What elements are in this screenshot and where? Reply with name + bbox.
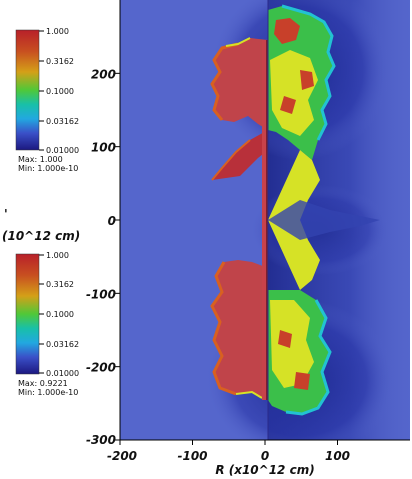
right-lower-yellow: [270, 300, 314, 388]
y-tick-label: -300: [86, 433, 116, 447]
left-upper-lobe-edge: [210, 42, 239, 121]
colorbar-lower: 1.000 0.3162 0.1000 0.03162 0.01000 Max:…: [15, 251, 79, 397]
left-upper-lobe-rim: [225, 37, 251, 47]
y-tick-labels: 200 100 0 -100 -200 -300: [86, 67, 116, 447]
left-lower-lobe-edge: [210, 261, 237, 396]
y-tick-label: 100: [91, 141, 116, 155]
y-ticks: [115, 72, 120, 441]
cb-min: Min: 1.000e-10: [18, 388, 78, 397]
colorbar-lower-ticks: [39, 254, 44, 374]
right-upper-red-blobs: [274, 18, 314, 114]
cb-max: Max: 1.000: [18, 155, 63, 164]
cb-label: 0.1000: [46, 87, 74, 96]
x-tick-labels: -200 -100 0 100: [107, 449, 350, 463]
colorbar-lower-bar: [15, 253, 40, 375]
x-tick-label: 100: [325, 449, 350, 463]
cb-max: Max: 0.9221: [18, 379, 68, 388]
right-upper-cyan-rim: [281, 4, 336, 141]
left-upper-lobe: [212, 38, 268, 130]
left-lower-lobe: [212, 260, 268, 400]
colorbar-upper: 1.000 0.3162 0.1000 0.03162 0.01000 Max:…: [15, 27, 79, 173]
y-tick-label: -100: [86, 287, 116, 301]
cb-label: 0.03162: [46, 117, 79, 126]
x-ticks: [119, 440, 338, 445]
x-tick-label: 0: [261, 449, 269, 463]
axis-column-core: [266, 40, 268, 400]
y-tick-label: 0: [108, 214, 116, 228]
cb-label: 0.3162: [46, 57, 74, 66]
cb-label: 1.000: [46, 27, 69, 36]
colorbar-upper-bar: [15, 29, 40, 151]
colorbar-upper-ticks: [39, 30, 44, 151]
cb-label: 0.3162: [46, 280, 74, 289]
left-lower-lobe-rim: [235, 390, 263, 399]
simulation-field: [205, 0, 410, 440]
right-equator-jet: [268, 200, 380, 240]
cb-label: 1.000: [46, 251, 69, 260]
cb-label: 0.1000: [46, 310, 74, 319]
left-upper-filaments: [212, 130, 268, 180]
y-tick-label: -200: [86, 361, 116, 375]
x-axis-title: R (x10^12 cm): [215, 463, 314, 477]
cb-label: 0.03162: [46, 340, 79, 349]
y-tick-label: 200: [91, 67, 116, 81]
x-tick-label: -200: [107, 449, 137, 463]
x-tick-label: -100: [177, 449, 207, 463]
left-upper-filament-edge: [211, 139, 251, 181]
axis-column: [262, 40, 268, 400]
right-lower-red-blobs: [278, 330, 310, 390]
y-axis-title: (10^12 cm): [2, 229, 80, 243]
cb-label: 0.01000: [46, 369, 79, 378]
cb-label: 0.01000: [46, 146, 79, 155]
right-lower-cyan-rim: [285, 299, 332, 416]
y-axis-title-stub: ': [4, 207, 8, 221]
cb-min: Min: 1.000e-10: [18, 164, 78, 173]
